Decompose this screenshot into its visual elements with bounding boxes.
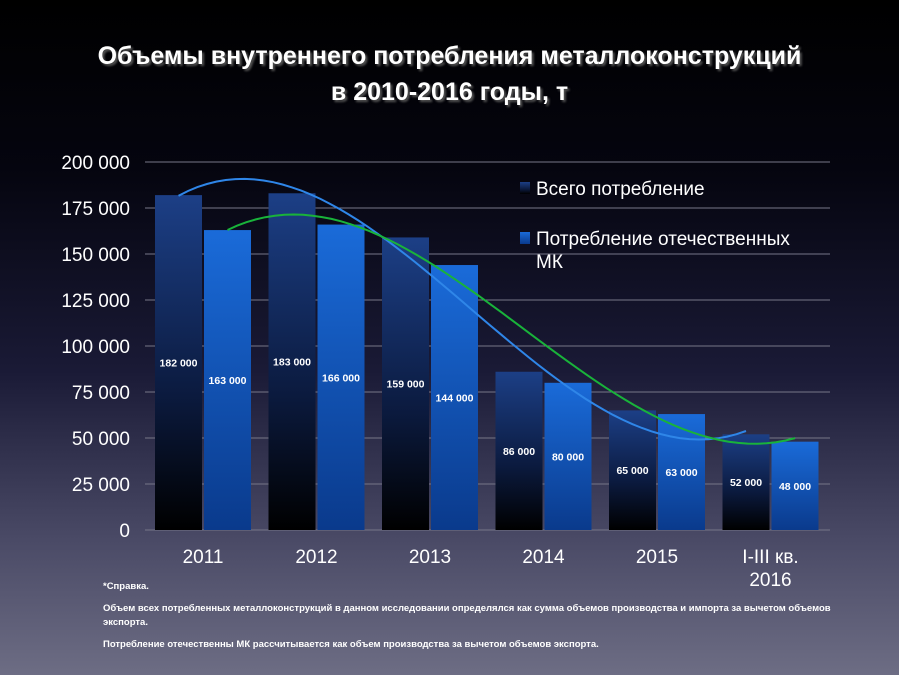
bar-domestic [204,230,251,530]
y-tick-label: 75 000 [72,383,130,404]
footnote-reference: *Справка. [103,581,149,592]
bar-total [382,237,429,530]
bar-total [155,195,202,530]
bar-domestic [544,382,592,530]
bar-domestic [317,224,365,530]
y-tick-label: 0 [119,521,130,542]
y-tick-label: 100 000 [61,337,130,358]
legend-label: Потребление отечественных МК [536,229,790,273]
x-tick-label: 2012 [295,547,337,568]
data-label: 80 000 [552,451,584,463]
x-tick-label: 2014 [522,547,565,568]
data-label: 63 000 [665,467,697,479]
legend-swatch [520,182,530,194]
y-tick-label: 175 000 [61,199,130,220]
bar-total [495,371,543,530]
data-label: 183 000 [273,357,311,369]
y-tick-label: 150 000 [61,245,130,266]
footnotes: *Справка. Объем всех потребленных металл… [103,580,843,660]
trendline-domestic [227,213,796,445]
trendline-total [178,177,747,441]
data-label: 86 000 [503,446,535,458]
y-tick-label: 125 000 [61,291,130,312]
chart-title: Объемы внутреннего потребления металлоко… [0,38,899,110]
legend-label: Всего потребление [536,179,705,200]
data-label: 182 000 [160,358,198,370]
y-tick-label: 50 000 [72,429,130,450]
bar-domestic [771,441,819,530]
chart-title-line-1: Объемы внутреннего потребления металлоко… [97,42,802,70]
legend-item-domestic: Потребление отечественных МК [520,229,790,273]
x-tick-label: 2011 [183,547,224,568]
bar-chart: 182 000 163 000 183 000 166 000 159 000 144 0… [61,153,830,591]
data-label: 166 000 [322,372,360,384]
x-tick-label: 2015 [636,547,678,568]
data-label: 65 000 [616,465,648,477]
data-label: 163 000 [209,375,247,387]
data-label: 48 000 [779,481,811,493]
y-tick-label: 25 000 [72,475,130,496]
data-label: 144 000 [436,393,474,405]
bar-total [722,434,770,530]
bar-total [268,193,316,530]
y-tick-label: 200 000 [61,153,130,174]
x-tick-label: I-III кв. 2016 [742,547,798,591]
footnote-total-definition: Объем всех потребленных металлоконструкц… [103,603,831,628]
data-label: 52 000 [730,477,762,489]
legend-item-total: Всего потребление [520,179,705,200]
chart-title-line-2: в 2010-2016 годы, т [330,78,569,106]
x-tick-label: 2013 [409,547,451,568]
footnote-domestic-definition: Потребление отечественны МК рассчитывает… [103,639,599,650]
data-label: 159 000 [387,379,425,391]
legend-swatch [520,232,530,244]
